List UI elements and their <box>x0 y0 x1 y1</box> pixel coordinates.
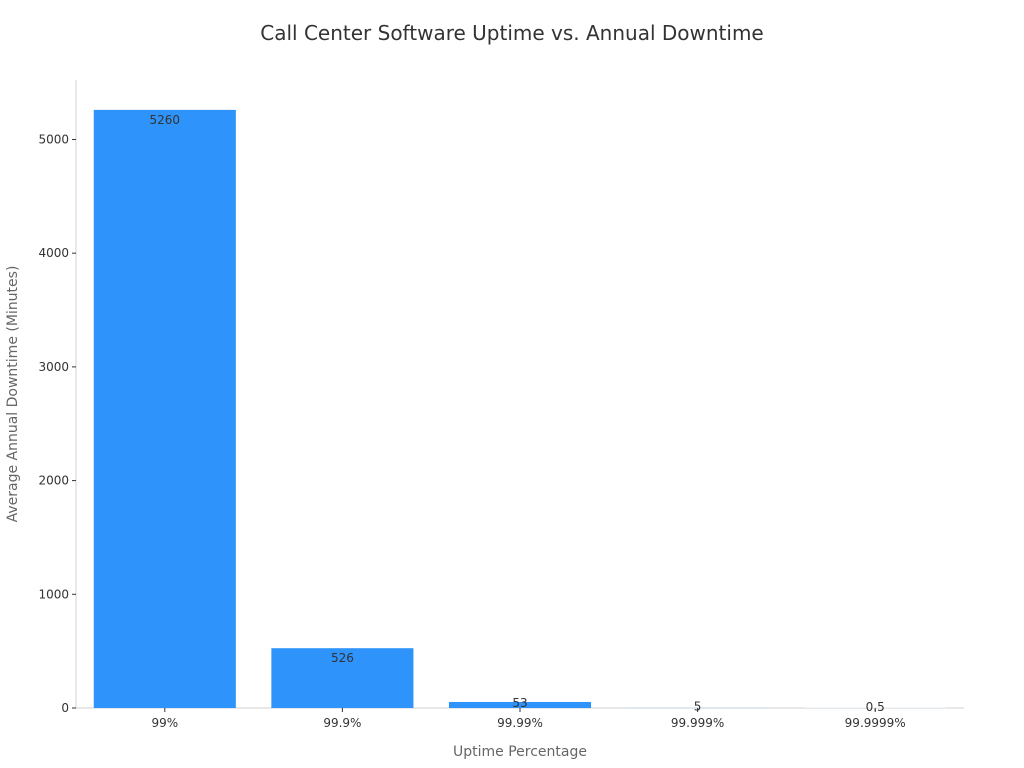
y-tick-label-5000: 5000 <box>38 132 69 146</box>
x-tick-label-99.9%: 99.9% <box>323 716 361 730</box>
bar-99.99% <box>448 701 592 708</box>
bar-99.9% <box>271 648 414 708</box>
data-label-99.9999%: 0.5 <box>866 700 885 714</box>
y-tick-label-0: 0 <box>61 701 69 715</box>
y-tick-label-1000: 1000 <box>38 587 69 601</box>
y-tick-label-2000: 2000 <box>38 474 69 488</box>
bar-99% <box>93 109 236 708</box>
bar-99.9999% <box>804 707 947 708</box>
x-tick-label-99%: 99% <box>151 716 178 730</box>
y-tick-label-4000: 4000 <box>38 246 69 260</box>
y-axis-label: Average Annual Downtime (Minutes) <box>5 266 21 523</box>
y-tick-label-3000: 3000 <box>38 360 69 374</box>
x-axis-label: Uptime Percentage <box>453 744 587 760</box>
x-tick-label-99.999%: 99.999% <box>671 716 724 730</box>
x-ticks-group: 99% 99.9% 99.99% 99.999% 99.9999% <box>151 708 906 730</box>
bar-99.999% <box>626 707 769 708</box>
data-label-99.999%: 5 <box>694 699 702 713</box>
x-tick-label-99.99%: 99.99% <box>497 716 543 730</box>
data-label-99.99%: 53 <box>512 696 527 710</box>
chart-title: Call Center Software Uptime vs. Annual D… <box>260 21 763 45</box>
data-label-99.9%: 526 <box>331 651 354 665</box>
data-label-99%: 5260 <box>150 113 181 127</box>
data-labels-group: 5260 526 53 5 0.5 <box>150 113 885 714</box>
bars-group <box>93 109 947 708</box>
y-ticks-group: 0 1000 2000 3000 4000 5000 <box>38 132 76 715</box>
x-tick-label-99.9999%: 99.9999% <box>845 716 906 730</box>
